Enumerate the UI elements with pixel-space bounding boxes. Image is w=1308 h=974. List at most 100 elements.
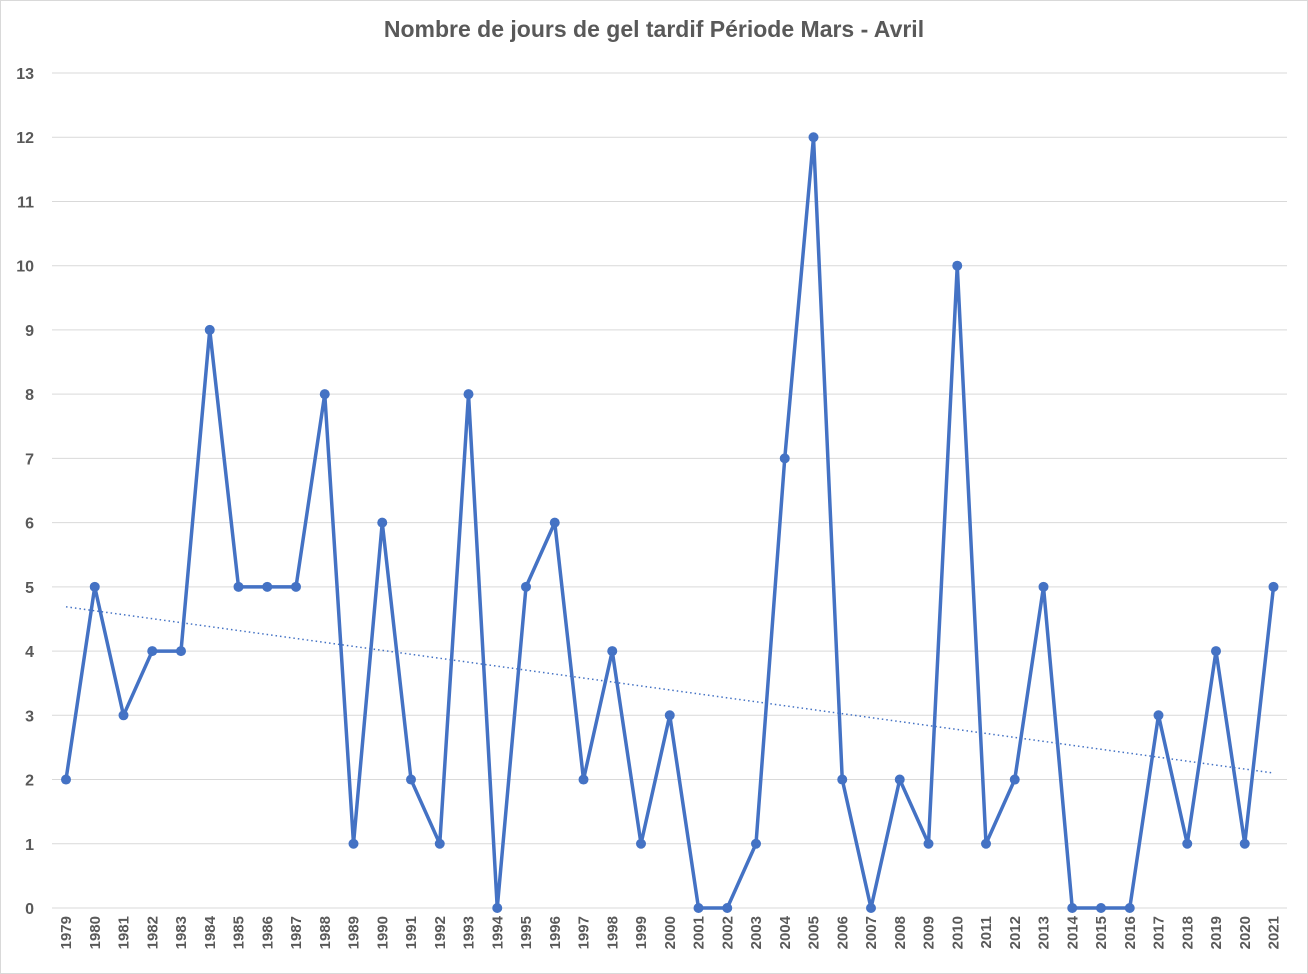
y-tick-label: 12 [16,130,34,147]
x-tick-label: 1994 [489,915,506,949]
x-tick-label: 2018 [1179,916,1196,949]
data-point [1239,838,1250,849]
x-tick-label: 1981 [116,916,133,949]
x-tick-label: 2008 [892,916,909,949]
data-point [233,581,244,592]
x-tick-label: 1991 [403,916,420,949]
data-point [894,774,905,785]
data-point [607,646,618,657]
data-point [722,903,733,913]
x-tick-label: 2009 [921,916,938,949]
x-tick-label: 2005 [806,916,823,949]
data-point [1153,710,1164,721]
data-point [348,838,359,849]
y-tick-label: 8 [25,387,34,404]
x-tick-label: 2001 [691,916,708,949]
data-point [549,517,560,528]
data-point [923,838,934,849]
x-tick-label: 1997 [576,916,593,949]
x-tick-label: 2000 [662,916,679,949]
x-tick-label: 2012 [1007,916,1024,949]
x-tick-label: 1995 [518,916,535,949]
x-tick-label: 2020 [1237,916,1254,949]
x-tick-label: 2011 [978,916,995,949]
data-point [636,838,646,849]
x-tick-label: 1987 [288,916,305,949]
data-point [434,838,445,849]
data-point [1067,903,1078,913]
data-point [291,581,301,592]
x-tick-label: 1998 [604,916,621,949]
data-point [664,710,675,721]
x-tick-label: 2004 [777,915,794,949]
x-tick-label: 2017 [1151,916,1168,949]
y-tick-label: 6 [25,516,34,533]
x-tick-label: 1999 [633,916,650,949]
data-point [1096,903,1106,913]
data-point [147,646,158,657]
data-point [319,389,330,400]
data-point [779,453,790,464]
data-point [578,774,589,785]
data-point [693,903,704,913]
data-point [808,132,819,143]
data-point [89,581,100,592]
y-tick-label: 3 [25,708,34,725]
data-point [1182,838,1193,849]
x-tick-label: 1986 [259,916,276,949]
y-tick-label: 0 [25,901,34,918]
trendline-layer [65,606,1274,774]
x-tick-label: 1989 [346,916,363,949]
y-tick-label: 1 [25,837,34,854]
data-point [837,774,848,785]
x-tick-label: 2014 [1064,915,1081,949]
y-tick-label: 5 [25,580,34,597]
x-tick-label: 2003 [748,916,765,949]
y-tick-label: 4 [25,644,34,661]
x-tick-label: 1992 [432,916,449,949]
x-tick-label: 1993 [461,916,478,949]
data-point [1268,581,1279,592]
data-point [981,838,991,849]
x-tick-label: 1979 [58,916,75,949]
y-tick-label: 10 [16,259,34,276]
x-tick-label: 2016 [1122,916,1139,949]
data-point [1211,646,1221,657]
data-point [463,389,474,400]
y-tick-label: 2 [25,773,34,790]
data-point [751,838,761,849]
data-point [377,517,388,528]
x-tick-label: 2007 [863,916,880,949]
x-tick-label: 2019 [1208,916,1225,949]
data-point [262,581,273,592]
data-point [492,903,503,913]
data-point [1124,903,1135,913]
data-point [204,324,215,335]
x-tick-label: 1996 [547,916,564,949]
data-point [866,903,876,913]
data-point [952,260,963,271]
x-tick-label: 1990 [374,916,391,949]
x-tick-label: 2021 [1266,916,1283,949]
x-tick-label: 2013 [1036,916,1053,949]
x-tick-label: 2010 [949,916,966,949]
data-point [406,774,416,785]
x-tick-label: 1980 [87,916,104,949]
data-point [118,710,129,721]
y-tick-label: 9 [25,323,34,340]
y-tick-label: 11 [17,194,34,211]
x-axis: 1979 1980 1981 1982 1983 1984 1985 1986 1987 1988… [58,915,1283,949]
x-tick-label: 1985 [231,916,248,949]
x-tick-label: 1988 [317,916,334,949]
trendline [65,606,1274,774]
chart-title: Nombre de jours de gel tardif Période Ma… [383,16,925,42]
x-tick-label: 1983 [173,916,190,949]
y-tick-label: 13 [16,66,34,83]
points-layer [61,132,1279,913]
gridlines [52,72,1287,909]
x-tick-label: 2006 [834,916,851,949]
data-point [176,646,186,657]
